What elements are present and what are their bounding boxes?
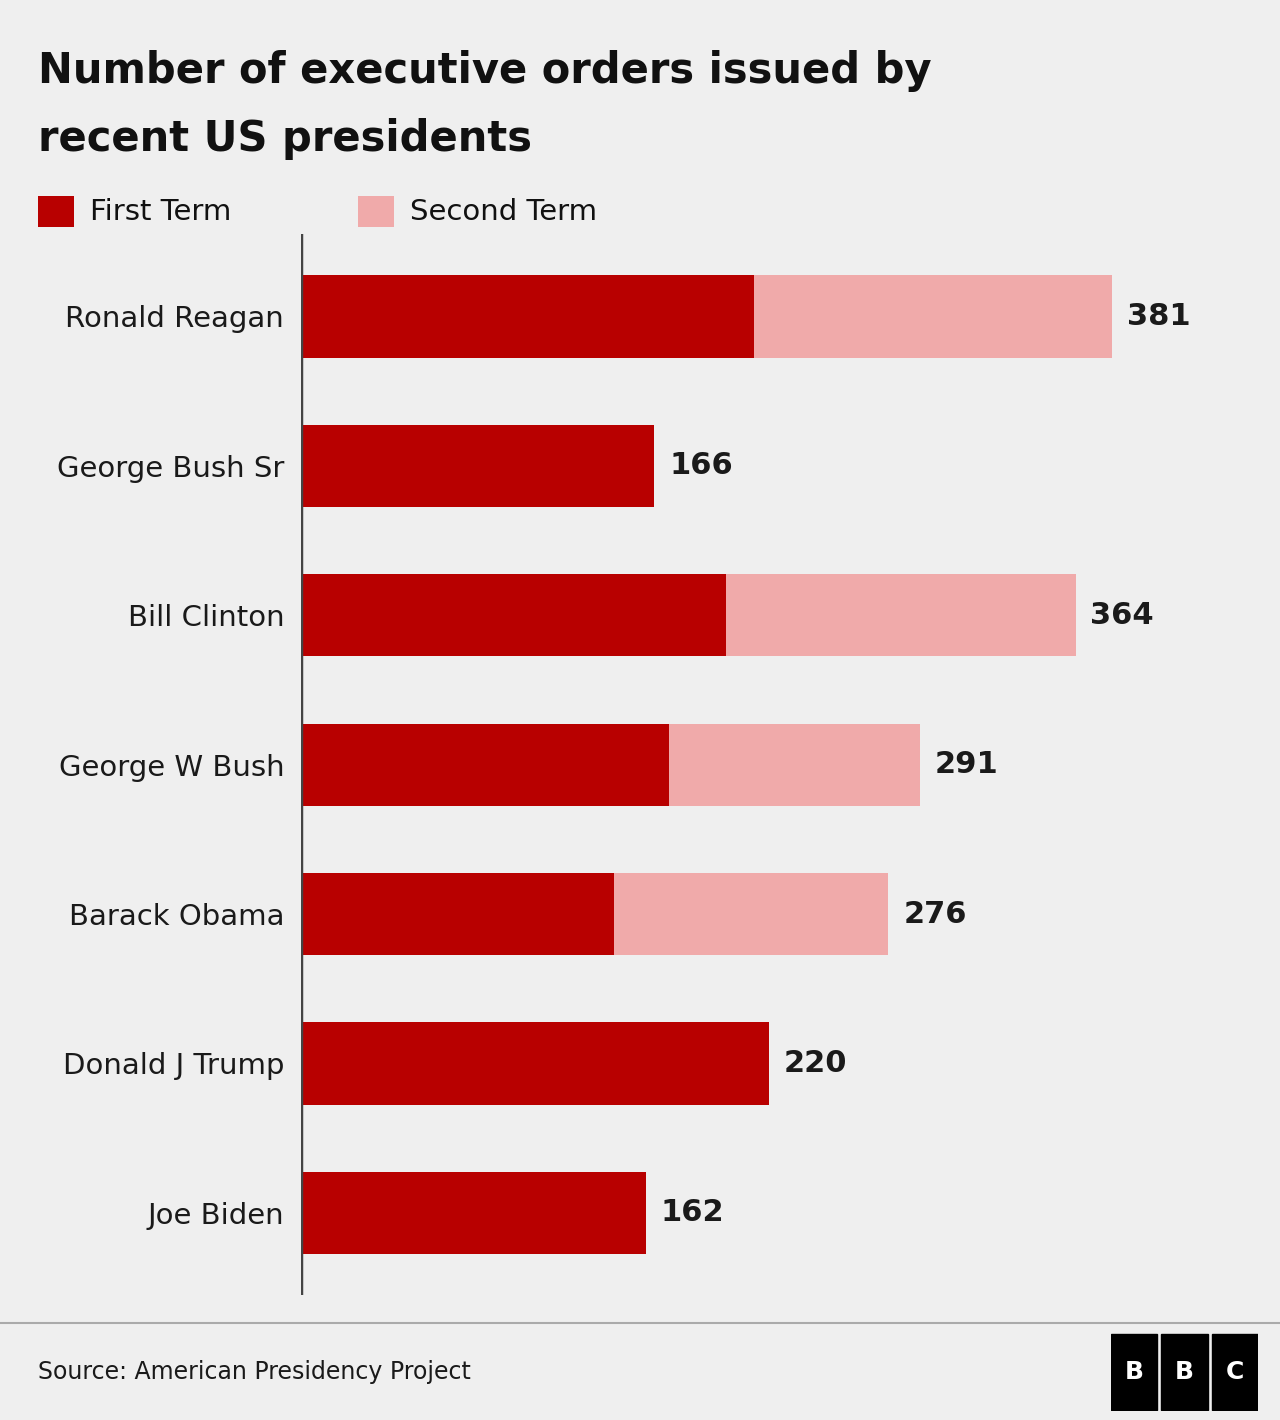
Text: 291: 291 [936, 750, 998, 780]
Text: First Term: First Term [90, 197, 230, 226]
Text: 220: 220 [783, 1049, 847, 1078]
Bar [727, 574, 1075, 656]
Text: 381: 381 [1126, 302, 1190, 331]
Bar [301, 724, 669, 805]
Bar [301, 1172, 645, 1254]
Text: B: B [1125, 1360, 1144, 1383]
Bar [301, 1022, 769, 1105]
Text: 364: 364 [1091, 601, 1155, 630]
Text: B: B [1175, 1360, 1194, 1383]
Text: 162: 162 [660, 1198, 724, 1227]
Bar [301, 275, 754, 358]
Text: 276: 276 [904, 900, 966, 929]
Bar [301, 425, 654, 507]
Bar [1111, 1333, 1157, 1410]
Text: Number of executive orders issued by: Number of executive orders issued by [38, 50, 932, 92]
Text: Source: American Presidency Project: Source: American Presidency Project [38, 1360, 471, 1383]
Bar [1161, 1333, 1208, 1410]
Text: recent US presidents: recent US presidents [38, 118, 532, 160]
Bar [1212, 1333, 1258, 1410]
Bar [754, 275, 1112, 358]
Bar [301, 873, 613, 956]
Text: 166: 166 [669, 452, 732, 480]
Text: C: C [1226, 1360, 1244, 1383]
Bar [301, 574, 727, 656]
Bar [613, 873, 888, 956]
Bar [669, 724, 920, 805]
Text: Second Term: Second Term [410, 197, 596, 226]
